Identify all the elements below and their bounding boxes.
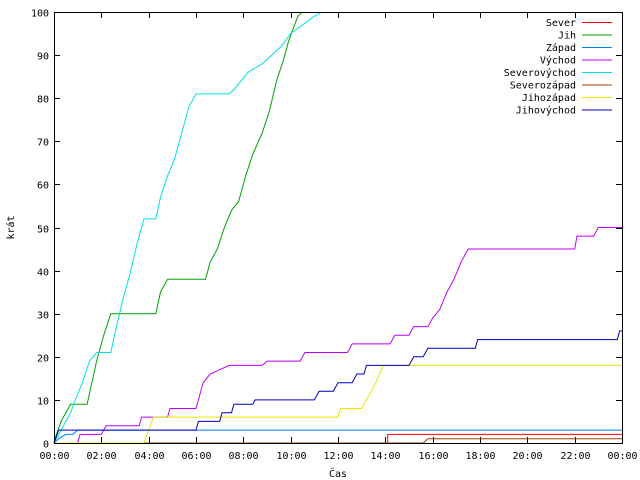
legend-label: Severovýchod	[504, 67, 576, 79]
x-tick-label: 00:00	[607, 451, 637, 462]
legend: Sever JihZápadVýchodSeverovýchodSeverozáp…	[504, 18, 612, 117]
plot-frame	[54, 12, 623, 444]
tick-labels: 0 10 20 30 40 50 60 70 80 90 100 00:00 02:00 04:00 06:…	[31, 9, 638, 463]
y-tick-label: 20	[37, 354, 49, 365]
legend-label: Severozápad	[510, 80, 576, 92]
y-tick-label: 50	[37, 225, 49, 236]
x-tick-label: 02:00	[86, 451, 116, 462]
x-tick-label: 14:00	[370, 451, 400, 462]
x-tick-label: 10:00	[276, 451, 306, 462]
x-tick-label: 20:00	[512, 451, 542, 462]
y-tick-label: 0	[43, 440, 49, 451]
y-tick-label: 70	[37, 138, 49, 149]
series-line-severovýchod	[53, 11, 322, 444]
x-tick-label: 00:00	[39, 451, 69, 462]
x-tick-label: 04:00	[134, 451, 164, 462]
series-line-jih	[53, 11, 303, 444]
x-tick-label: 12:00	[323, 451, 353, 462]
x-tick-label: 08:00	[228, 451, 258, 462]
series-line-jihovýchod	[53, 330, 622, 444]
y-tick-label: 30	[37, 311, 49, 322]
x-axis-title: Čas	[329, 467, 347, 480]
y-axis-title: krát	[5, 215, 17, 239]
y-tick-label: 80	[37, 95, 49, 106]
series-line-jihozápad	[54, 364, 622, 444]
y-tick-label: 60	[37, 181, 49, 192]
y-tick-label: 40	[37, 268, 49, 279]
x-tick-label: 18:00	[465, 451, 495, 462]
legend-label: Západ	[546, 42, 576, 54]
x-tick-label: 22:00	[560, 451, 590, 462]
legend-label: Sever	[546, 18, 576, 29]
legend-label: Jihovýchod	[516, 105, 576, 117]
y-tick-label: 10	[37, 397, 49, 408]
y-tick-label: 100	[31, 9, 49, 20]
series-line-východ	[54, 227, 622, 444]
y-tick-label: 90	[37, 52, 49, 63]
x-tick-label: 16:00	[418, 451, 448, 462]
legend-label: Východ	[540, 55, 576, 67]
x-tick-label: 06:00	[181, 451, 211, 462]
legend-label: Jih	[558, 31, 576, 42]
legend-label: Jihozápad	[522, 92, 576, 104]
